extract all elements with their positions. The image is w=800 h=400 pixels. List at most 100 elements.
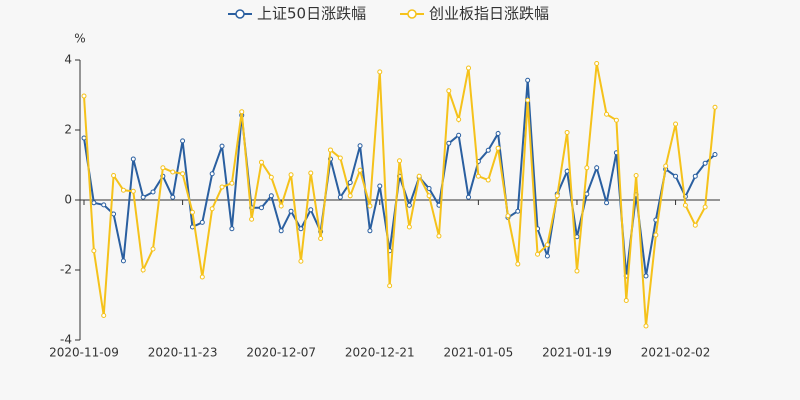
x-tick-label: 2021-01-19 — [542, 346, 612, 360]
x-tick-label: 2020-11-23 — [148, 346, 218, 360]
data-point — [120, 187, 126, 193]
data-point — [278, 203, 284, 209]
legend: 上证50日涨跌幅 创业板指日涨跌幅 — [228, 5, 549, 23]
data-point — [111, 211, 117, 217]
data-point — [485, 147, 491, 153]
y-tick-label: -2 — [60, 263, 72, 277]
data-point — [574, 268, 580, 274]
data-point — [426, 185, 432, 191]
data-point — [298, 226, 304, 232]
legend-marker — [407, 9, 417, 19]
data-point — [466, 194, 472, 200]
data-point — [219, 184, 225, 190]
data-point — [357, 143, 363, 149]
data-point — [613, 117, 619, 123]
data-point — [249, 216, 255, 222]
data-point — [91, 248, 97, 254]
data-point — [347, 193, 353, 199]
data-point — [535, 251, 541, 257]
data-point — [308, 207, 314, 213]
data-point — [525, 97, 531, 103]
data-point — [111, 173, 117, 178]
data-point — [475, 173, 481, 179]
data-point — [337, 155, 343, 161]
data-point — [702, 160, 708, 166]
data-point — [673, 173, 679, 179]
data-point — [81, 93, 87, 99]
data-point — [130, 156, 136, 162]
data-point — [81, 135, 87, 141]
data-point — [456, 117, 462, 122]
data-point — [130, 188, 136, 194]
data-point — [505, 213, 511, 219]
data-point — [643, 323, 649, 329]
data-point — [653, 232, 659, 238]
data-point — [120, 258, 126, 264]
data-point — [258, 159, 264, 165]
y-tick-label: 0 — [64, 193, 72, 207]
data-point — [327, 147, 333, 153]
data-point — [594, 165, 600, 171]
x-tick-label: 2021-02-02 — [641, 346, 711, 360]
y-tick-label: 2 — [64, 123, 72, 137]
legend-label: 创业板指日涨跌幅 — [429, 5, 549, 23]
x-tick-label: 2020-12-07 — [246, 346, 316, 360]
data-point — [456, 132, 462, 138]
data-point — [229, 226, 235, 232]
data-point — [564, 129, 570, 135]
data-point — [495, 145, 501, 151]
data-point — [347, 180, 353, 185]
data-point — [337, 194, 343, 200]
data-point — [466, 65, 472, 71]
data-point — [663, 163, 669, 169]
data-point — [150, 246, 156, 252]
data-point — [495, 131, 501, 136]
x-tick-label: 2020-11-09 — [49, 346, 119, 360]
data-point — [199, 219, 205, 225]
y-tick-label: -4 — [60, 333, 72, 347]
data-point — [140, 267, 146, 273]
data-point — [633, 173, 639, 178]
data-point — [101, 202, 107, 208]
data-point — [140, 194, 146, 200]
data-point — [367, 228, 373, 234]
data-point — [515, 261, 521, 267]
data-point — [229, 180, 235, 186]
data-point — [288, 172, 294, 178]
data-point — [180, 138, 186, 144]
data-point — [377, 69, 383, 75]
data-point — [150, 189, 156, 195]
data-point — [367, 203, 373, 209]
data-point — [564, 168, 570, 174]
legend-label: 上证50日涨跌幅 — [257, 5, 366, 23]
data-point — [623, 297, 629, 303]
data-point — [673, 121, 679, 127]
data-point — [604, 111, 610, 117]
y-axis-label: % — [74, 32, 85, 46]
data-point — [692, 173, 698, 179]
data-point — [308, 170, 314, 176]
data-point — [239, 109, 245, 115]
data-point — [219, 143, 225, 149]
data-point — [416, 173, 422, 179]
data-point — [91, 200, 97, 206]
data-point — [268, 174, 274, 180]
legend-marker — [235, 9, 245, 19]
data-point — [544, 242, 550, 248]
y-tick-label: 4 — [64, 53, 72, 67]
x-tick-label: 2020-12-21 — [345, 346, 415, 360]
data-point — [288, 208, 294, 214]
data-point — [446, 140, 452, 146]
data-point — [318, 236, 324, 241]
data-point — [544, 253, 550, 259]
data-point — [357, 167, 363, 173]
data-point — [525, 77, 531, 83]
data-point — [258, 205, 264, 211]
data-point — [298, 258, 304, 264]
series-line — [83, 63, 716, 327]
data-point — [406, 202, 412, 208]
data-point — [554, 193, 560, 199]
data-point — [643, 273, 649, 279]
data-point — [426, 193, 432, 199]
